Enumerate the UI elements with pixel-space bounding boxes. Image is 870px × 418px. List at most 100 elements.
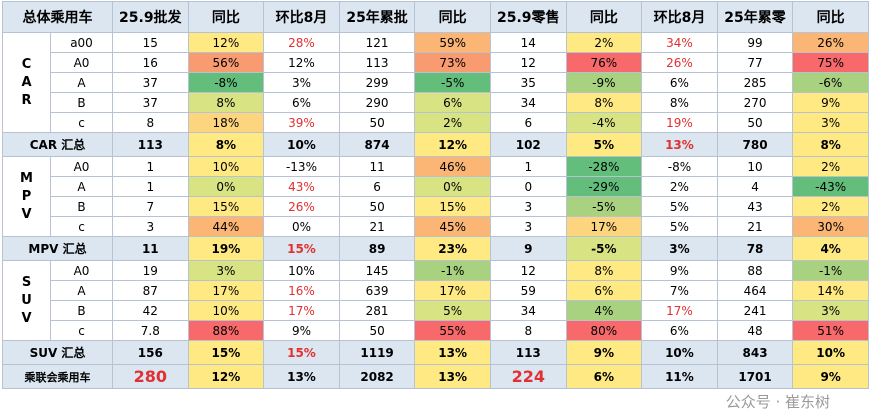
row-label: A — [50, 280, 113, 301]
header-cell: 环比8月 — [641, 1, 718, 33]
cell: 17% — [565, 216, 643, 237]
header-cell: 25年累零 — [716, 1, 794, 33]
cell: 113 — [489, 340, 567, 365]
cell: 12% — [187, 32, 265, 53]
watermark: 公众号 · 崔东树 — [725, 393, 830, 411]
cell: 45% — [414, 216, 491, 237]
summary-label: CAR 汇总 — [2, 132, 113, 157]
cell: 51% — [792, 320, 869, 341]
cell: 56% — [187, 52, 265, 73]
cell: 3% — [187, 260, 265, 281]
cell: 780 — [716, 132, 794, 157]
cell: 50 — [716, 112, 794, 133]
cell: 6% — [641, 72, 718, 93]
cell: 5% — [641, 196, 718, 217]
cell: 0 — [489, 176, 567, 197]
row-label: B — [50, 196, 113, 217]
cell: 4% — [565, 300, 643, 321]
cell: 21 — [338, 216, 416, 237]
cell: 11 — [112, 236, 189, 261]
cell: 19% — [187, 236, 265, 261]
group-label: MPV — [2, 156, 51, 237]
cell: 9 — [489, 236, 567, 261]
header-cell: 环比8月 — [263, 1, 340, 33]
header-cell: 25.9零售 — [489, 1, 567, 33]
cell: 13% — [263, 364, 340, 389]
cell: 89 — [338, 236, 416, 261]
summary-label: MPV 汇总 — [2, 236, 113, 261]
cell: -9% — [565, 72, 643, 93]
cell: 0% — [263, 216, 340, 237]
summary-row: MPV 汇总 11 19% 15% 89 23% 9 -5% 3% 78 4% — [2, 236, 869, 261]
row-label: A0 — [50, 156, 113, 177]
cell: 1 — [112, 176, 189, 197]
cell: -29% — [565, 176, 643, 197]
cell: -5% — [414, 72, 491, 93]
cell: 34 — [489, 92, 567, 113]
cell: 12% — [187, 364, 265, 389]
header-cell: 总体乘用车 — [2, 1, 113, 33]
cell: 99 — [716, 32, 794, 53]
cell: 4 — [716, 176, 794, 197]
cell: 6 — [489, 112, 567, 133]
cell: 16 — [112, 52, 189, 73]
cell: 7% — [641, 280, 718, 301]
cell: 0% — [414, 176, 491, 197]
cell: 10 — [716, 156, 794, 177]
cell: 4% — [792, 236, 869, 261]
header-cell: 25.9批发 — [112, 1, 189, 33]
cell: 9% — [565, 340, 643, 365]
cell: 241 — [716, 300, 794, 321]
cell: 19% — [641, 112, 718, 133]
cell: 46% — [414, 156, 491, 177]
cell: 464 — [716, 280, 794, 301]
row-label: A — [50, 72, 113, 93]
row-label: B — [50, 92, 113, 113]
data-row: SUV A0 19 3% 10% 145 -1% 12 8% 9% 88 -1% — [2, 260, 869, 341]
cell: 6% — [565, 364, 643, 389]
cell: 59% — [414, 32, 491, 53]
cell: -5% — [565, 236, 643, 261]
row-label: a00 — [50, 32, 113, 53]
cell: 6% — [414, 92, 491, 113]
cell: 145 — [338, 260, 416, 281]
row-label: A — [50, 176, 113, 197]
cell: 8 — [489, 320, 567, 341]
cell: 2% — [565, 32, 643, 53]
cell: 1701 — [716, 364, 794, 389]
cell: 113 — [112, 132, 189, 157]
header-cell: 25年累批 — [338, 1, 416, 33]
cell: 2% — [792, 196, 869, 217]
cell: 2082 — [338, 364, 416, 389]
cell: 1119 — [338, 340, 416, 365]
cell: 14 — [489, 32, 567, 53]
cell: 6% — [263, 92, 340, 113]
cell: 17% — [414, 280, 491, 301]
cell: 0% — [187, 176, 265, 197]
cell: 102 — [489, 132, 567, 157]
total-row: 乘联会乘用车 280 12% 13% 2082 13% 224 6% 11% 1701 9% — [2, 364, 869, 389]
summary-label: SUV 汇总 — [2, 340, 113, 365]
cell: 6% — [641, 320, 718, 341]
cell: 17% — [263, 300, 340, 321]
cell: 15% — [263, 236, 340, 261]
cell: -1% — [792, 260, 869, 281]
row-label: c — [50, 112, 113, 133]
cell: 77 — [716, 52, 794, 73]
cell: 10% — [641, 340, 718, 365]
cell: 78 — [716, 236, 794, 261]
cell: 16% — [263, 280, 340, 301]
cell: 44% — [187, 216, 265, 237]
cell: 10% — [187, 300, 265, 321]
cell: 15% — [187, 340, 265, 365]
cell: 843 — [716, 340, 794, 365]
cell: 26% — [263, 196, 340, 217]
cell: 9% — [263, 320, 340, 341]
cell: 28% — [263, 32, 340, 53]
cell: 280 — [112, 364, 189, 389]
cell: 26% — [641, 52, 718, 73]
cell: -6% — [792, 72, 869, 93]
row-label: c — [50, 320, 113, 341]
cell: 39% — [263, 112, 340, 133]
cell: 6% — [565, 280, 643, 301]
